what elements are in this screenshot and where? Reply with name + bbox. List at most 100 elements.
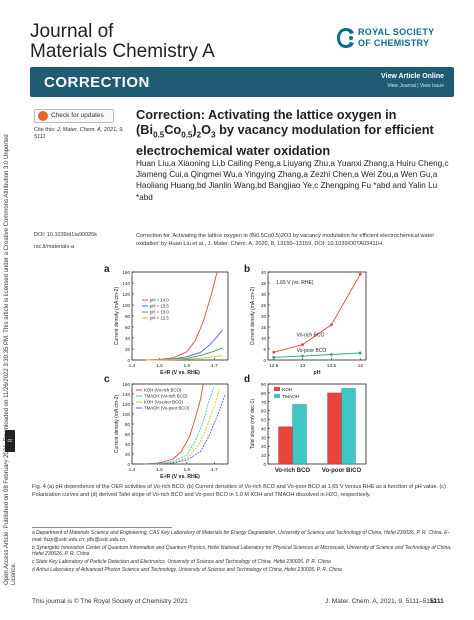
panel-label-b: b	[244, 264, 250, 275]
xlabel-c: E-iR (V vs. RHE)	[160, 474, 200, 480]
series-label-b: Vo-rich BCO	[297, 333, 325, 339]
xtick-label-a: 1.7	[211, 363, 218, 369]
ytick-label-b: 15	[261, 325, 267, 330]
ytick-label-d: 0	[263, 462, 266, 467]
footnote-2: c State Key Laboratory of Particle Detec…	[32, 559, 331, 566]
xtick-label-a: 1.4	[129, 363, 136, 369]
ytick-label-a: 160	[122, 270, 130, 275]
footnote-divider	[32, 527, 172, 528]
bar-d	[341, 388, 356, 465]
ytick-label-d: 10	[261, 453, 267, 458]
series-line-c	[145, 393, 226, 465]
bar-d	[278, 426, 293, 465]
cite-label: Cite this:	[34, 127, 56, 133]
xtick-label-c: 1.6	[184, 467, 191, 473]
open-access-side-note: Open Access Article. Published on 08 Feb…	[4, 115, 18, 595]
ytick-label-c: 80	[125, 422, 131, 427]
author-list: Huan Liu,a Xiaoning Li,b Cailing Peng,a …	[136, 159, 449, 202]
ytick-label-b: 20	[261, 314, 267, 319]
ytick-label-d: 60	[261, 409, 267, 414]
ytick-label-d: 50	[261, 418, 267, 423]
ytick-label-c: 60	[125, 432, 131, 437]
correction-abstract: Correction for 'Activating the lattice o…	[136, 233, 435, 247]
ytick-label-a: 60	[125, 325, 131, 330]
ytick-label-c: 120	[122, 402, 130, 407]
data-point-b	[272, 355, 276, 359]
legend-entry-c: TMAOH (Vo-rich BCO)	[144, 394, 188, 399]
xtick-label-b: 14	[358, 363, 364, 369]
figure-caption: Fig. 4 (a) pH dependence of the OER acti…	[32, 484, 446, 498]
data-point-b	[301, 343, 304, 346]
series-line-b	[273, 273, 361, 353]
check-updates-label: Check for updates	[51, 112, 104, 119]
xtick-label-c: 1.4	[129, 467, 136, 473]
ytick-label-d: 70	[261, 400, 267, 405]
ytick-label-b: 0	[263, 358, 266, 363]
category-label-d: Vo-rich BCO	[275, 468, 311, 474]
legend-entry-c: TMAOH (Vo-poor BCO)	[144, 406, 190, 411]
ytick-label-a: 40	[125, 336, 131, 341]
xlabel-a: E-iR (V vs. RHE)	[160, 370, 200, 376]
data-point-b	[358, 272, 362, 276]
journal-title-line1: Journal of	[30, 21, 114, 42]
ylabel-d: Tafel slope (mV dec-1)	[250, 399, 256, 449]
ylabel-c: Current density (mA cm-2)	[114, 394, 120, 453]
xtick-label-b: 13	[300, 363, 306, 369]
check-for-updates-button[interactable]: Check for updates	[34, 109, 114, 123]
ytick-label-c: 140	[122, 392, 130, 397]
series-line-a	[145, 347, 223, 361]
journal-title: Journal of Materials Chemistry A	[30, 22, 215, 62]
footer-citation: J. Mater. Chem. A, 2021, 9, 5111–5112	[325, 598, 437, 605]
legend-entry-a: pH = 12.5	[150, 316, 169, 321]
series-line-b	[273, 352, 361, 358]
ytick-label-d: 30	[261, 435, 267, 440]
plot-frame-d	[267, 383, 367, 465]
legend-entry-c: KOH (Vo-rich BCO)	[144, 388, 182, 393]
legend-entry-d: KOH	[282, 387, 293, 393]
xtick-label-b: 13.5	[327, 363, 337, 369]
legend-entry-d: TMAOH	[282, 394, 300, 400]
view-journal-issue-links[interactable]: View Journal | View Issue	[387, 83, 444, 89]
legend-entry-c: KOH (Vo-poor BCO)	[144, 400, 183, 405]
article-type-banner: CORRECTION View Article Online View Jour…	[30, 67, 454, 97]
cc-license-badge[interactable]: cc BY	[5, 430, 15, 466]
ytick-label-a: 20	[125, 347, 131, 352]
cite-text: J. Mater. Chem. A, 2021, 9, 5111	[34, 127, 124, 140]
data-point-b	[358, 351, 362, 355]
ytick-label-a: 140	[122, 281, 130, 286]
series-label-b: Vo-poor BCO	[297, 348, 327, 354]
data-point-b	[330, 353, 333, 356]
ytick-label-d: 40	[261, 426, 267, 431]
data-point-b	[272, 350, 276, 354]
footnote-0: a Department of Materials Science and En…	[32, 530, 450, 543]
ytick-label-c: 20	[125, 452, 131, 457]
article-title: Correction: Activating the lattice oxyge…	[136, 107, 456, 158]
ytick-label-a: 100	[122, 303, 130, 308]
journal-short-link[interactable]: rsc.li/materials-a	[34, 244, 75, 250]
panel-label-d: d	[244, 374, 250, 385]
ytick-label-a: 80	[125, 314, 131, 319]
series-line-a	[145, 355, 223, 361]
check-updates-icon	[38, 111, 48, 121]
ytick-label-d: 80	[261, 391, 267, 396]
data-point-b	[330, 323, 333, 327]
ytick-label-b: 5	[263, 347, 266, 352]
view-article-online-link[interactable]: View Article Online	[380, 73, 444, 80]
ytick-label-d: 90	[261, 382, 267, 387]
ylabel-a: Current density (mA cm-2)	[114, 286, 120, 345]
bar-d	[327, 392, 342, 465]
data-point-b	[301, 354, 304, 358]
publisher-name-line2: OF CHEMISTRY	[358, 38, 430, 48]
ytick-label-a: 120	[122, 292, 130, 297]
series-line-a	[145, 329, 223, 361]
xlabel-b: pH	[314, 370, 321, 376]
ytick-label-b: 25	[261, 303, 267, 308]
legend-entry-a: pH = 13.5	[150, 304, 169, 309]
publisher-name: ROYAL SOCIETY OF CHEMISTRY	[358, 27, 434, 49]
article-type-label: CORRECTION	[44, 74, 150, 91]
legend-swatch-d	[274, 387, 280, 391]
legend-entry-a: pH = 14.0	[150, 298, 169, 303]
doi-text[interactable]: DOI: 10.1039/d1ta90025k	[34, 232, 97, 238]
title-line2: (Bi0.5Co0.5)2O3 by vacancy modulation fo…	[136, 122, 434, 140]
